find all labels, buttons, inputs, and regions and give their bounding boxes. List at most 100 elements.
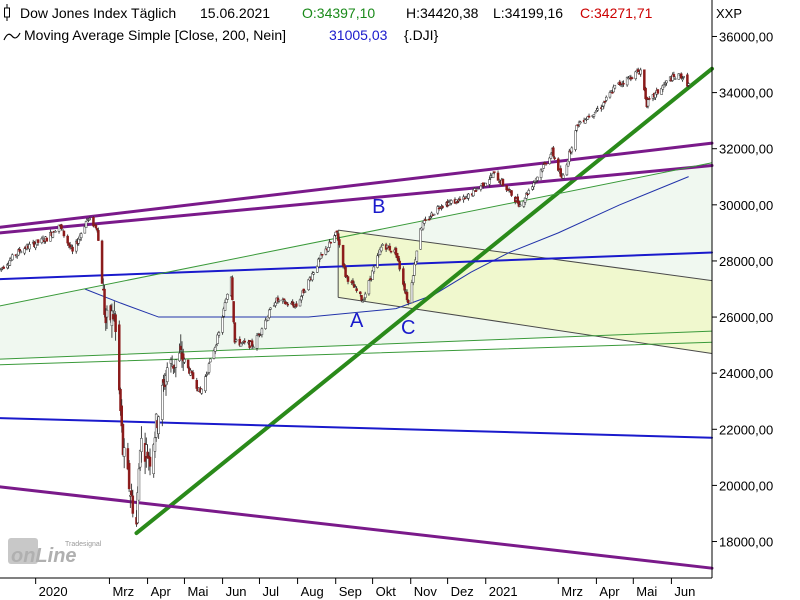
candle <box>260 327 264 338</box>
header-date: 15.06.2021 <box>200 5 270 21</box>
candle <box>170 355 174 367</box>
candle-body <box>355 288 358 291</box>
candle-body <box>174 359 178 368</box>
trendline-6 <box>0 417 713 439</box>
candle-body <box>285 302 288 304</box>
candle <box>157 415 160 439</box>
candle-body <box>335 230 339 233</box>
candle <box>209 358 212 363</box>
candle <box>484 182 487 187</box>
y-axis: 18000,00 20000,00 22000,00 24000,00 26000,00… <box>712 29 773 550</box>
candle <box>137 463 141 501</box>
y-tick-label: 26000,00 <box>719 310 773 325</box>
exchange-label: XXP <box>716 6 742 21</box>
y-tick-label: 28000,00 <box>719 254 773 269</box>
candle <box>541 169 544 173</box>
candle-body <box>532 182 535 188</box>
candle-body <box>217 332 221 336</box>
x-tick-label: Okt <box>376 584 397 599</box>
x-tick-label: Dez <box>451 584 474 599</box>
candle <box>592 114 596 119</box>
trendline-3 <box>0 164 714 235</box>
candle-body <box>260 328 264 335</box>
candle-body <box>359 291 362 295</box>
candle <box>363 291 367 301</box>
candle-body <box>542 164 545 169</box>
candle-body <box>334 231 337 236</box>
candle-body <box>138 450 142 468</box>
candle-body <box>362 299 366 301</box>
indicator-value: 31005,03 <box>329 27 388 43</box>
candle-body <box>604 96 608 101</box>
candle <box>312 271 315 276</box>
y-tick-label: 34000,00 <box>719 86 773 101</box>
candle-body <box>579 121 582 124</box>
candle <box>553 156 556 161</box>
candle <box>544 162 548 166</box>
candle-body <box>2 266 5 269</box>
x-tick-label: Jul <box>262 584 279 599</box>
price-candles <box>0 67 690 527</box>
candle-body <box>303 291 307 293</box>
candle-body <box>209 358 212 363</box>
candle <box>381 243 384 246</box>
wave-label-c: C <box>401 317 415 339</box>
candle <box>680 72 683 79</box>
candle-body <box>354 286 357 289</box>
candle-body <box>527 190 531 195</box>
candle <box>161 379 164 427</box>
candle-body <box>295 303 298 307</box>
candle <box>122 438 126 469</box>
x-tick-label: Mrz <box>561 584 583 599</box>
candle-body <box>51 232 55 238</box>
candle <box>28 241 31 252</box>
candle-body <box>625 76 629 86</box>
candle-body <box>429 216 432 219</box>
candle-body <box>493 171 496 173</box>
candle-body <box>212 350 216 359</box>
candle <box>51 231 55 239</box>
candle-body <box>215 344 218 347</box>
candle <box>303 289 307 293</box>
candle <box>243 338 246 345</box>
candle <box>207 361 211 375</box>
trendline-7 <box>0 162 713 307</box>
candle-body <box>71 246 74 252</box>
candle-body <box>41 238 45 240</box>
candle <box>587 113 591 119</box>
candle <box>127 460 131 492</box>
candle <box>432 213 436 216</box>
y-tick-label: 24000,00 <box>719 366 773 381</box>
candle-body <box>361 300 365 303</box>
candle <box>232 301 235 324</box>
header-line-2: Moving Average Simple [Close, 200, Nein]… <box>24 27 439 43</box>
candle-body <box>603 100 607 103</box>
candle-body <box>432 213 436 216</box>
candle <box>501 178 505 187</box>
candle-body <box>250 340 254 347</box>
candle <box>379 245 383 253</box>
candle-body <box>165 367 169 382</box>
candle-body <box>388 245 392 251</box>
candle-body <box>344 266 347 277</box>
open-value: O:34397,10 <box>302 5 375 21</box>
candle <box>200 388 203 395</box>
x-tick-label: Mrz <box>112 584 134 599</box>
candle <box>213 346 217 355</box>
candle <box>496 170 500 181</box>
candle-body <box>153 437 157 452</box>
candle-body <box>411 275 415 283</box>
candle-body <box>389 250 393 253</box>
candle <box>140 426 143 463</box>
candle-body <box>402 268 405 285</box>
candle-body <box>496 172 500 181</box>
candle <box>360 294 363 302</box>
candle-body <box>77 238 80 244</box>
candle <box>552 145 555 158</box>
candle <box>479 185 483 192</box>
candle-body <box>61 229 64 232</box>
candle-body <box>300 296 303 301</box>
candle-body <box>23 248 26 254</box>
candle-body <box>510 190 513 196</box>
